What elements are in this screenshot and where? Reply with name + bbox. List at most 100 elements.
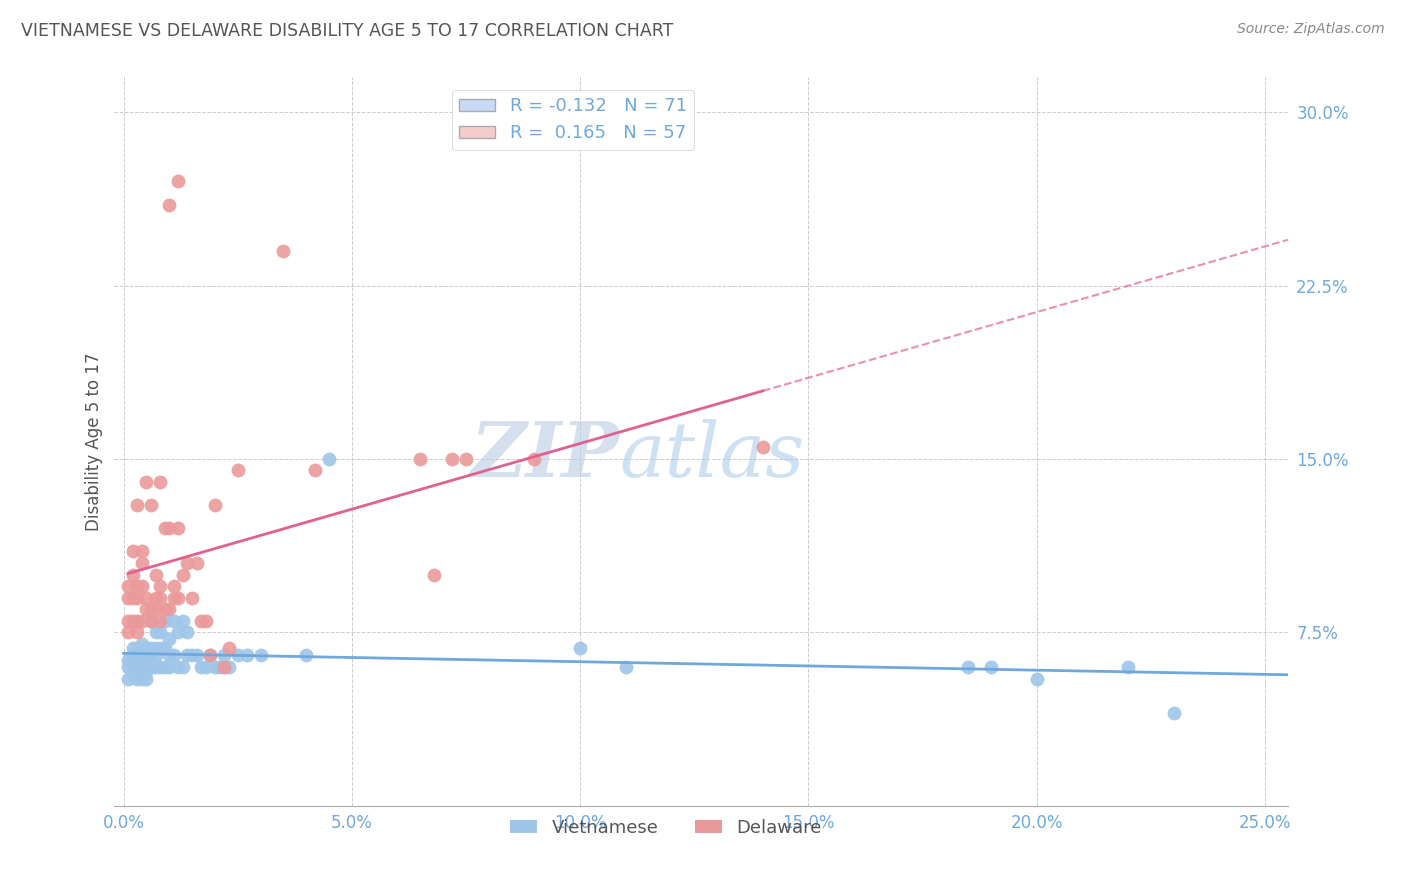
Point (149, 641, 172, 656)
Point (117, 653, 139, 667)
Point (145, 602, 167, 616)
Point (139, 641, 162, 656)
Legend: Vietnamese, Delaware: Vietnamese, Delaware (503, 812, 830, 844)
Point (218, 641, 240, 656)
Point (186, 556, 208, 570)
Point (131, 665, 153, 679)
Point (149, 625, 172, 640)
Point (167, 521, 190, 535)
Point (121, 653, 143, 667)
Point (176, 625, 198, 640)
Point (145, 567, 167, 582)
Point (153, 641, 176, 656)
Point (167, 591, 190, 605)
Point (135, 656, 157, 670)
Point (167, 625, 190, 640)
Point (131, 672, 153, 686)
Point (423, 567, 446, 582)
Point (117, 591, 139, 605)
Point (153, 602, 176, 616)
Point (157, 660, 180, 674)
Point (131, 653, 153, 667)
Point (139, 602, 162, 616)
Point (163, 648, 186, 663)
Point (121, 641, 143, 656)
Point (117, 625, 139, 640)
Text: Source: ZipAtlas.com: Source: ZipAtlas.com (1237, 22, 1385, 37)
Point (176, 648, 198, 663)
Point (121, 660, 143, 674)
Point (117, 579, 139, 593)
Point (135, 665, 157, 679)
Point (957, 660, 980, 674)
Point (226, 648, 249, 663)
Point (167, 660, 190, 674)
Point (614, 660, 637, 674)
Point (157, 632, 180, 647)
Point (127, 579, 149, 593)
Point (121, 648, 143, 663)
Point (127, 498, 149, 512)
Point (212, 648, 235, 663)
Point (318, 451, 340, 466)
Point (1116, 660, 1139, 674)
Point (157, 648, 180, 663)
Point (145, 625, 167, 640)
Point (145, 648, 167, 663)
Point (121, 665, 143, 679)
Point (181, 648, 204, 663)
Point (127, 667, 149, 681)
Point (200, 648, 222, 663)
Point (121, 591, 143, 605)
Point (980, 660, 1002, 674)
Point (139, 660, 162, 674)
Text: ZIP: ZIP (470, 419, 619, 493)
Point (135, 591, 157, 605)
Point (149, 591, 172, 605)
Point (1025, 672, 1047, 686)
Point (127, 653, 149, 667)
Point (409, 451, 432, 466)
Point (127, 614, 149, 628)
Point (117, 614, 139, 628)
Point (131, 614, 153, 628)
Point (752, 441, 775, 455)
Point (176, 556, 198, 570)
Point (157, 602, 180, 616)
Point (135, 602, 157, 616)
Point (163, 579, 186, 593)
Point (218, 660, 240, 674)
Point (153, 521, 176, 535)
Point (117, 660, 139, 674)
Point (454, 451, 477, 466)
Point (212, 660, 235, 674)
Point (569, 641, 592, 656)
Point (204, 660, 226, 674)
Point (153, 614, 176, 628)
Point (226, 463, 249, 477)
Point (167, 174, 190, 188)
Point (139, 648, 162, 663)
Point (149, 579, 172, 593)
Point (121, 614, 143, 628)
Point (149, 660, 172, 674)
Point (135, 660, 157, 674)
Point (190, 660, 212, 674)
Point (212, 660, 235, 674)
Point (190, 614, 212, 628)
Point (127, 591, 149, 605)
Point (135, 672, 157, 686)
Point (200, 648, 222, 663)
Point (295, 648, 318, 663)
Point (172, 614, 194, 628)
Point (163, 591, 186, 605)
Point (273, 244, 295, 258)
Point (523, 451, 546, 466)
Point (194, 660, 217, 674)
Point (163, 614, 186, 628)
Text: VIETNAMESE VS DELAWARE DISABILITY AGE 5 TO 17 CORRELATION CHART: VIETNAMESE VS DELAWARE DISABILITY AGE 5 … (21, 22, 673, 40)
Point (249, 648, 271, 663)
Text: atlas: atlas (619, 419, 804, 493)
Point (127, 660, 149, 674)
Point (204, 498, 226, 512)
